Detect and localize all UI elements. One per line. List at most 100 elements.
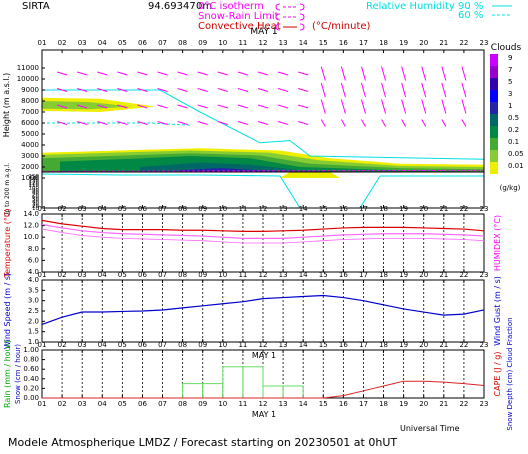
colorbar-swatch	[490, 126, 498, 138]
wind-arrow	[217, 71, 228, 76]
hour-tick-label: 17	[359, 205, 368, 213]
altitude-unit: 0m	[196, 1, 212, 12]
hour-tick-label: 20	[419, 341, 428, 349]
station-altitude: 94.69347	[148, 1, 196, 12]
hour-tick-label: 07	[158, 39, 167, 47]
hour-tick-label: 21	[439, 39, 448, 47]
colorbar-title: Clouds	[491, 43, 522, 53]
y-tick-label: 2.5	[28, 307, 39, 315]
colorbar-swatch	[490, 90, 498, 102]
y-tick-label: 2.0	[28, 317, 39, 325]
legend-label: Snow-Rain Limit	[198, 11, 279, 22]
wind-arrow	[137, 121, 148, 125]
footer-text: Modele Atmospherique LMDZ / Forecast sta…	[8, 436, 397, 449]
wind-arrow	[360, 99, 366, 114]
wind-arrow	[277, 71, 289, 76]
wind-arrow	[137, 71, 148, 76]
rain-bar	[262, 385, 284, 399]
wind-arrow	[237, 121, 249, 125]
colorbar-label: 0.5	[508, 114, 519, 122]
hour-tick-label: 22	[459, 341, 468, 349]
hour-tick-label: 09	[198, 271, 207, 279]
y-tick-label-low: 20	[32, 204, 39, 210]
y-tick-label: 4000	[21, 141, 39, 149]
hour-tick-label: 13	[279, 205, 288, 213]
colorbar-swatch	[490, 138, 498, 150]
date-label: MAY 1	[252, 351, 276, 360]
hour-tick-label: 19	[399, 205, 408, 213]
wind-arrow	[277, 104, 289, 109]
wind-arrow	[257, 121, 269, 125]
hour-tick-label: 06	[138, 341, 147, 349]
hour-tick-label: 06	[138, 39, 147, 47]
hour-tick-label: 19	[399, 400, 408, 408]
hour-tick-label: 03	[78, 400, 87, 408]
hour-tick-label: 12	[259, 205, 268, 213]
wind-arrow	[401, 99, 407, 114]
wind-arrow	[257, 88, 269, 92]
hour-tick-label: 18	[379, 271, 388, 279]
hour-tick-label: 12	[259, 271, 268, 279]
hour-tick-label: 22	[459, 271, 468, 279]
colorbar-label: 3	[508, 90, 512, 98]
y-tick-label: 2000	[21, 163, 39, 171]
y-tick-label: 9000	[21, 86, 39, 94]
hour-tick-label: 02	[58, 39, 67, 47]
wind-arrow	[177, 71, 188, 76]
y-tick-label: 1.00	[23, 346, 39, 354]
y-tick-label-low: 30	[32, 202, 39, 208]
y-tick-label: 1.5	[28, 328, 39, 336]
hour-tick-label: 13	[279, 341, 288, 349]
axis-label: Up to 200 m a.g.l.	[4, 163, 11, 217]
hour-tick-label: 05	[118, 271, 127, 279]
wind-arrow	[157, 121, 168, 125]
hour-tick-label: 15	[319, 341, 328, 349]
wind-arrow	[381, 99, 387, 114]
legend-unit: (°C/minute)	[312, 21, 371, 32]
colorbar-label: 5	[508, 78, 512, 86]
wind-arrow	[361, 119, 366, 127]
wind-arrow	[197, 121, 208, 125]
hour-tick-label: 09	[198, 205, 207, 213]
hour-tick-label: 21	[439, 205, 448, 213]
hour-tick-label: 06	[138, 271, 147, 279]
axis-label: Snow (cm / hour)	[14, 344, 22, 404]
hour-tick-label: 08	[178, 400, 187, 408]
colorbar-swatch	[490, 114, 498, 126]
y-tick-label-low: 90	[32, 188, 39, 194]
wind-arrow	[56, 104, 68, 109]
cloud-panel: 01 02 03 04 05 06 07 08 09 10 11 12 13 14 15 16 17 18 19 20…	[2, 27, 524, 217]
series-line	[41, 223, 485, 239]
rain-bar	[242, 366, 264, 399]
wind-arrow	[157, 88, 168, 92]
legend-label: 0°C isotherm	[198, 1, 264, 12]
wind-arrow	[461, 119, 467, 127]
wind-arrow	[117, 88, 128, 92]
wind-arrow	[320, 82, 326, 98]
hour-tick-label: 20	[419, 400, 428, 408]
hour-tick-label: 08	[178, 271, 187, 279]
hour-tick-label: 21	[439, 341, 448, 349]
hour-tick-label: 14	[299, 205, 308, 213]
hour-tick-label: 01	[38, 341, 47, 349]
wind-arrow	[381, 82, 387, 98]
hour-tick-label: 04	[98, 271, 107, 279]
hour-tick-label: 22	[459, 400, 468, 408]
wind-arrow	[157, 71, 168, 76]
wind-arrow	[177, 104, 188, 109]
hour-tick-label: 05	[118, 205, 127, 213]
hour-tick-label: 23	[480, 205, 489, 213]
hour-tick-label: 11	[238, 39, 247, 47]
y-tick-label: 10000	[17, 75, 39, 83]
hour-tick-label: 06	[138, 400, 147, 408]
y-tick-label: 0.40	[23, 375, 39, 383]
y-tick-label-low: 40	[32, 199, 39, 205]
hour-tick-label: 10	[218, 205, 227, 213]
series-line-humidex	[41, 228, 485, 244]
wind-arrow	[157, 104, 168, 109]
hour-tick-label: 14	[299, 400, 308, 408]
hour-tick-label: 08	[178, 205, 187, 213]
y-tick-label: 0.00	[23, 394, 39, 402]
y-tick-label-low: 60	[32, 195, 39, 201]
y-tick-label-low: 120	[29, 181, 40, 187]
